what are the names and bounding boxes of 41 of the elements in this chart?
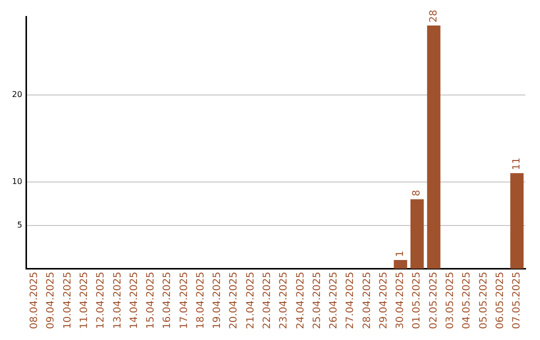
bar [510,173,524,269]
y-tick-label: 20 [12,90,22,100]
x-tick-label: 15.04.2025 [146,272,157,330]
y-tick-label: 5 [17,220,22,230]
x-tick-label: 29.04.2025 [378,272,390,330]
x-tick-label: 06.05.2025 [494,272,506,330]
x-tick-label: 10.04.2025 [62,272,74,330]
x-tick-label: 17.04.2025 [178,272,190,330]
x-tick-label: 13.04.2025 [112,272,124,330]
x-tick-label: 03.05.2025 [444,272,456,330]
bar [410,199,424,269]
bar [427,25,440,269]
x-tick-label: 11.04.2025 [79,272,90,330]
x-tick-label: 23.04.2025 [278,272,290,330]
x-tick-label: 05.05.2025 [478,272,490,330]
bar [394,260,408,269]
x-tick-label: 12.04.2025 [96,272,107,330]
data-label: 28 [428,10,440,22]
x-tick-label: 14.04.2025 [128,272,140,330]
x-tick-label: 30.04.2025 [395,272,406,330]
x-tick-label: 01.05.2025 [412,272,423,330]
x-tick-label: 18.04.2025 [195,272,206,330]
x-tick-label: 07.05.2025 [512,272,523,330]
x-tick-label: 08.04.2025 [29,272,40,330]
x-tick-label: 09.04.2025 [46,272,57,330]
x-tick-label: 25.04.2025 [312,272,323,330]
x-tick-label: 19.04.2025 [212,272,224,330]
x-tick-label: 27.04.2025 [345,272,356,330]
x-tick-label: 02.05.2025 [428,272,440,330]
x-tick-label: 24.04.2025 [295,272,306,330]
data-label: 8 [412,190,423,196]
x-tick-label: 04.05.2025 [462,272,473,330]
y-tick-label: 10 [12,176,22,186]
x-tick-label: 21.04.2025 [245,272,256,330]
data-label: 11 [512,157,523,170]
x-tick-label: 20.04.2025 [228,272,240,330]
x-tick-label: 22.04.2025 [262,272,273,330]
data-label: 1 [395,250,406,258]
x-tick-label: 28.04.2025 [362,272,373,330]
x-tick-label: 16.04.2025 [162,272,174,330]
x-tick-label: 26.04.2025 [328,272,340,330]
